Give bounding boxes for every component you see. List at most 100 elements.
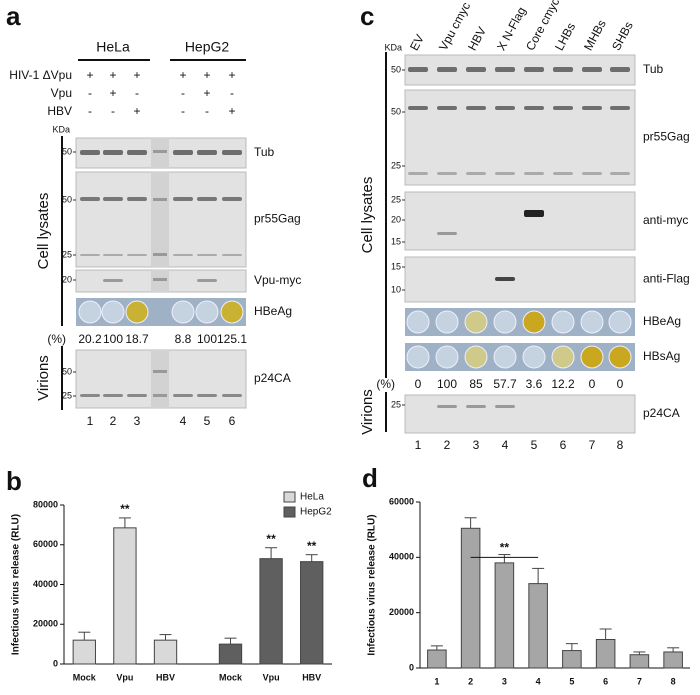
blot-label: anti-myc	[643, 213, 688, 227]
well	[78, 300, 102, 324]
well	[522, 345, 546, 369]
bar	[259, 558, 283, 665]
lane-header: EV	[407, 32, 427, 53]
condition-sign: +	[133, 68, 140, 82]
condition-name: HIV-1 ΔVpu	[9, 68, 72, 82]
condition-sign: +	[133, 104, 140, 118]
well	[493, 310, 517, 334]
percent-value: 125.1	[217, 332, 247, 346]
band	[103, 197, 123, 201]
percent-value: 85	[469, 377, 483, 391]
condition-name: HBV	[47, 104, 72, 118]
well	[220, 300, 244, 324]
band	[222, 197, 242, 201]
condition-sign: -	[111, 104, 115, 118]
band	[222, 150, 242, 155]
blot-label: p24CA	[643, 406, 680, 420]
band	[197, 197, 217, 201]
percent-value: 100	[103, 332, 123, 346]
band	[127, 150, 147, 155]
section-label: Virions	[359, 389, 376, 435]
x-tick-label: 1	[434, 676, 439, 686]
marker-label: 50	[62, 366, 72, 376]
band	[610, 106, 630, 110]
bar	[153, 639, 178, 665]
band	[582, 67, 602, 72]
marker-label: 25	[391, 399, 401, 409]
y-tick-label: 20000	[33, 619, 58, 629]
x-tick-label: Mock	[219, 672, 243, 682]
lane-header: SHBs	[609, 19, 636, 53]
marker-label: 15	[391, 261, 401, 271]
well	[171, 300, 195, 324]
band	[437, 172, 457, 175]
blot-label: Tub	[643, 62, 664, 76]
band	[103, 394, 123, 397]
bar	[72, 639, 96, 665]
condition-sign: -	[88, 104, 92, 118]
y-tick-label: 40000	[389, 552, 414, 562]
condition-sign: -	[181, 86, 185, 100]
marker-label: 25	[62, 390, 72, 400]
legend-label: HeLa	[300, 492, 324, 503]
x-tick-label: Vpu	[116, 672, 133, 682]
band	[127, 394, 147, 397]
band	[103, 254, 123, 256]
band	[408, 67, 428, 72]
band	[127, 197, 147, 201]
band	[80, 254, 100, 256]
percent-value: 0	[617, 377, 624, 391]
panel-letter: b	[6, 466, 22, 496]
well	[125, 300, 149, 324]
y-tick-label: 60000	[389, 496, 414, 506]
y-tick-label: 80000	[33, 499, 58, 509]
lane-number: 1	[415, 438, 422, 452]
band	[582, 172, 602, 175]
marker-label: 50	[391, 106, 401, 116]
marker-label: 20	[62, 274, 72, 284]
percent-value: 3.6	[526, 377, 543, 391]
blot	[404, 89, 636, 186]
marker-label: 25	[391, 194, 401, 204]
condition-sign: +	[228, 68, 235, 82]
band	[466, 405, 486, 408]
condition-sign: +	[109, 68, 116, 82]
marker-label: 25	[62, 249, 72, 259]
lane-number: 6	[229, 414, 236, 428]
band	[197, 254, 217, 256]
condition-sign: +	[203, 86, 210, 100]
y-tick-label: 60000	[33, 539, 58, 549]
significance: **	[500, 541, 510, 555]
lane-number: 1	[87, 414, 94, 428]
kda-label: KDa	[52, 124, 70, 134]
band	[437, 67, 457, 72]
blot-label: p24CA	[254, 371, 291, 385]
well	[608, 310, 632, 334]
lane-number: 2	[444, 438, 451, 452]
band	[553, 106, 573, 110]
well-label: HBeAg	[254, 304, 292, 318]
blot-label: anti-Flag	[643, 272, 690, 286]
significance: **	[120, 502, 130, 516]
lane-number: 5	[204, 414, 211, 428]
marker-lane	[151, 350, 169, 408]
blot	[404, 394, 636, 434]
percent-value: 20.2	[78, 332, 102, 346]
band	[495, 67, 515, 72]
marker-band	[153, 278, 167, 281]
well-label: HBeAg	[643, 314, 681, 328]
x-tick-label: 7	[637, 676, 642, 686]
band	[80, 150, 100, 155]
x-tick-label: HBV	[156, 672, 175, 682]
significance: **	[266, 532, 276, 546]
percent-value: 100	[197, 332, 217, 346]
blot	[404, 256, 636, 303]
condition-sign: +	[228, 104, 235, 118]
bar	[663, 651, 683, 669]
percent-value: 100	[437, 377, 457, 391]
well	[101, 300, 125, 324]
band	[197, 394, 217, 397]
percent-value: 0	[415, 377, 422, 391]
lane-number: 4	[180, 414, 187, 428]
band	[495, 106, 515, 110]
